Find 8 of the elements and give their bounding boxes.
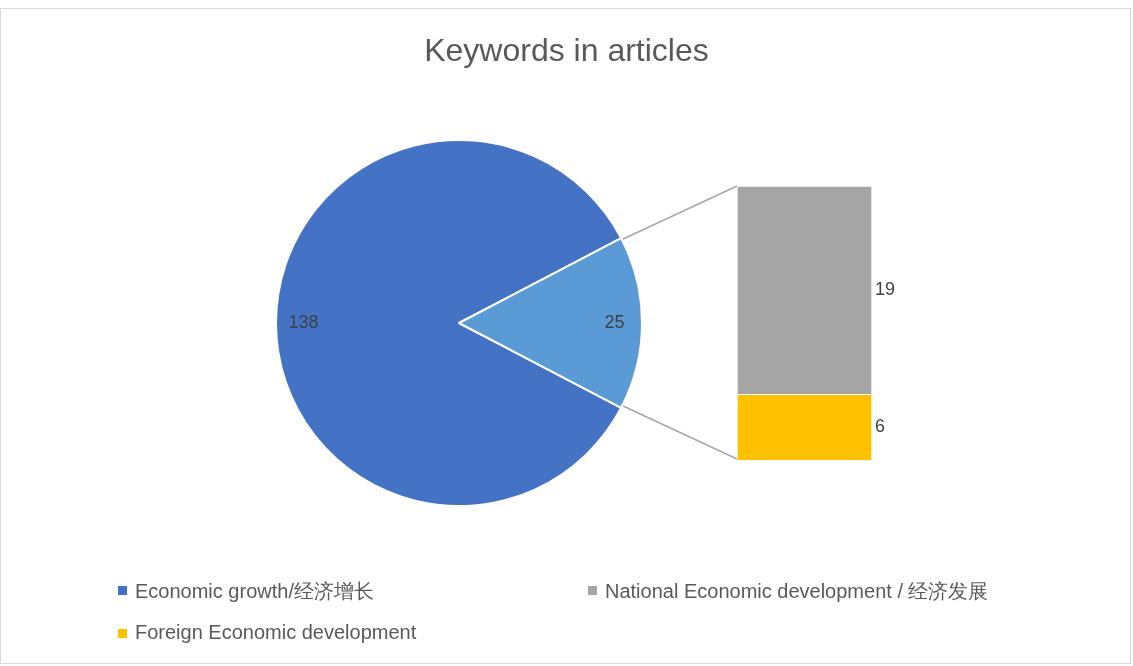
legend-label: Foreign Economic development (135, 621, 417, 644)
data-label: 6 (875, 416, 886, 437)
legend-label: National Economic development / 经济发展 (605, 579, 989, 604)
chart-title: Keywords in articles (423, 32, 710, 69)
data-label: 19 (875, 279, 896, 300)
legend-label: Economic growth/经济增长 (135, 579, 374, 604)
data-label: 25 (604, 311, 625, 332)
data-label: 138 (288, 311, 319, 332)
